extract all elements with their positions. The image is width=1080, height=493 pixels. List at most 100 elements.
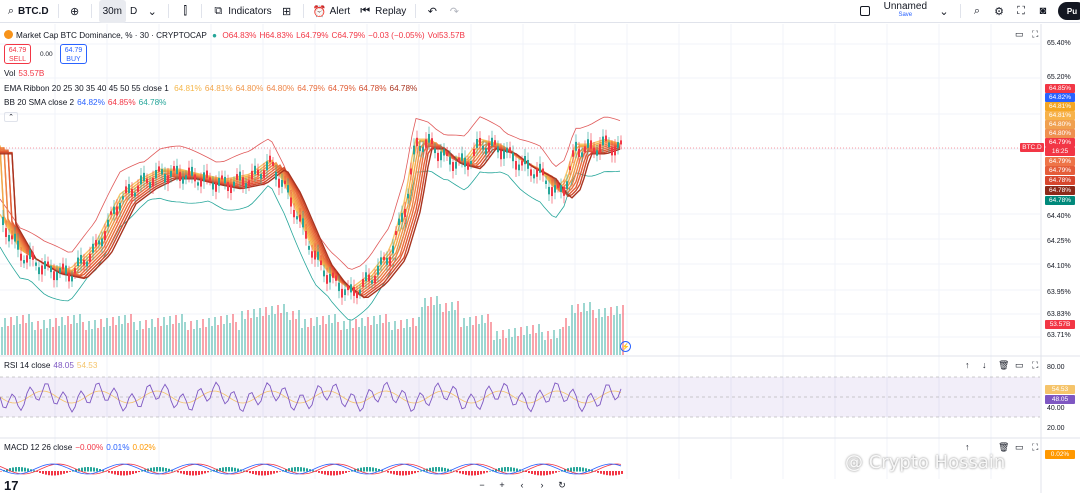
zoom-out-button[interactable]: − bbox=[479, 480, 485, 490]
volume-bar bbox=[262, 316, 264, 355]
reset-chart-button[interactable]: ↻ bbox=[558, 480, 566, 490]
bb-basis: 64.82% bbox=[77, 98, 105, 107]
volume-bar bbox=[241, 311, 243, 355]
layout-name-button[interactable]: Unnamed Save bbox=[878, 2, 933, 20]
volume-bar bbox=[601, 317, 603, 355]
candle-body bbox=[38, 267, 40, 275]
scroll-right-button[interactable]: › bbox=[540, 480, 544, 490]
square-icon bbox=[859, 6, 870, 16]
publish-button[interactable]: Pu bbox=[1058, 2, 1080, 20]
layout-dropdown[interactable]: ⌄ bbox=[933, 0, 955, 23]
alert-button[interactable]: ⏰ Alert bbox=[309, 0, 355, 23]
volume-legend[interactable]: Vol 53.57B bbox=[4, 69, 47, 78]
macd-histogram-bar bbox=[210, 470, 212, 472]
candle-body bbox=[479, 137, 481, 146]
chart-type-button[interactable]: ⫿ bbox=[174, 0, 196, 23]
macd-histogram-bar bbox=[126, 471, 128, 476]
scroll-left-button[interactable]: ‹ bbox=[520, 480, 524, 490]
volume-bar bbox=[181, 314, 183, 355]
watermark: @ Crypto Hossain bbox=[845, 452, 1006, 473]
replay-button[interactable]: ⏮ Replay bbox=[354, 0, 410, 23]
interval-30m[interactable]: 30m bbox=[98, 0, 127, 23]
macd-histogram-bar bbox=[78, 468, 80, 472]
indicators-button[interactable]: ⧉ Indicators bbox=[207, 0, 275, 23]
volume-bar bbox=[28, 314, 30, 355]
interval-d[interactable]: D bbox=[130, 5, 138, 17]
candle-body bbox=[494, 140, 496, 145]
volume-bar bbox=[4, 318, 6, 355]
macd-histogram-bar bbox=[15, 467, 17, 472]
fullscreen-button[interactable]: ⛶ bbox=[1010, 0, 1032, 23]
candle-body bbox=[512, 152, 514, 162]
macd-maximize-button[interactable]: ⛶ bbox=[1032, 442, 1038, 453]
macd-histogram-bar bbox=[366, 467, 368, 472]
volume-bar bbox=[232, 314, 234, 355]
volume-bar bbox=[118, 316, 120, 355]
rsi-move-up-button[interactable]: ↑ bbox=[965, 360, 970, 370]
templates-button[interactable]: ⊞ bbox=[276, 0, 298, 23]
macd-histogram-bar bbox=[387, 471, 389, 473]
chart-canvas[interactable] bbox=[0, 24, 1080, 493]
candle-body bbox=[314, 250, 316, 260]
volume-bar bbox=[439, 304, 441, 355]
macd-restore-button[interactable]: ▭ bbox=[1015, 442, 1024, 453]
macd-histogram-bar bbox=[408, 471, 410, 475]
candle-body bbox=[470, 160, 472, 165]
rsi-move-down-button[interactable]: ↓ bbox=[982, 360, 987, 370]
macd-histogram-bar bbox=[372, 467, 374, 472]
macd-legend[interactable]: MACD 12 26 close −0.00% 0.01% 0.02% bbox=[4, 443, 159, 452]
macd-histogram-bar bbox=[36, 471, 38, 472]
candle-body bbox=[86, 261, 88, 267]
rsi-restore-button[interactable]: ▭ bbox=[1015, 360, 1024, 371]
quick-search-button[interactable]: ⌕ bbox=[966, 0, 988, 23]
candle-body bbox=[464, 157, 466, 167]
candle-body bbox=[173, 166, 175, 171]
candle-body bbox=[344, 289, 346, 296]
compare-button[interactable]: ⊕ bbox=[64, 0, 86, 23]
rsi-axis-label: 20.00 bbox=[1047, 425, 1065, 432]
sell-button[interactable]: 64.79 SELL bbox=[4, 44, 31, 64]
volume-bar bbox=[202, 319, 204, 355]
volume-bar bbox=[286, 312, 288, 355]
interval-dropdown[interactable]: ⌄ bbox=[141, 0, 163, 23]
price-tag: 64.85% bbox=[1045, 84, 1075, 93]
candle-body bbox=[146, 178, 148, 184]
candle-body bbox=[98, 240, 100, 245]
candle-body bbox=[278, 178, 280, 188]
settings-button[interactable]: ⚙ bbox=[988, 0, 1010, 23]
snapshot-button[interactable]: ◙ bbox=[1032, 0, 1054, 23]
volume-bar bbox=[145, 320, 147, 355]
candle-body bbox=[275, 171, 277, 180]
zoom-in-button[interactable]: + bbox=[499, 480, 505, 490]
layout-checkbox[interactable] bbox=[856, 0, 874, 23]
ema-ribbon-legend[interactable]: EMA Ribbon 20 25 30 35 40 45 50 55 close… bbox=[4, 84, 420, 93]
macd-histogram-bar bbox=[381, 469, 383, 472]
dividends-flag-icon[interactable]: ⚡ bbox=[620, 341, 631, 352]
volume-bar bbox=[442, 312, 444, 355]
symbol-price-tag: BTC.D bbox=[1020, 143, 1044, 152]
candle-body bbox=[506, 147, 508, 153]
macd-delete-button[interactable]: 🗑 bbox=[998, 442, 1009, 453]
macd-histogram-bar bbox=[474, 471, 476, 476]
plus-circle-icon: ⊕ bbox=[69, 5, 80, 18]
redo-button[interactable]: ↷ bbox=[443, 0, 465, 23]
rsi-maximize-button[interactable]: ⛶ bbox=[1032, 360, 1038, 371]
candle-body bbox=[521, 160, 523, 166]
maximize-icon: ⛶ bbox=[1032, 360, 1039, 370]
pane-restore-button[interactable]: ▭ bbox=[1015, 29, 1024, 40]
buy-button[interactable]: 64.79 BUY bbox=[60, 44, 87, 64]
volume-bar bbox=[22, 315, 24, 355]
pane-maximize-button[interactable]: ⛶ bbox=[1032, 29, 1038, 40]
undo-button[interactable]: ↶ bbox=[421, 0, 443, 23]
candle-body bbox=[347, 285, 349, 291]
rsi-legend[interactable]: RSI 14 close 48.05 54.53 bbox=[4, 361, 100, 370]
bollinger-legend[interactable]: BB 20 SMA close 2 64.82% 64.85% 64.78% bbox=[4, 98, 169, 107]
symbol-search[interactable]: ⌕ BTC.D bbox=[0, 0, 53, 23]
rsi-delete-button[interactable]: 🗑 bbox=[998, 360, 1009, 371]
candle-body bbox=[416, 137, 418, 147]
macd-move-up-button[interactable]: ↑ bbox=[965, 442, 970, 452]
volume-bar bbox=[421, 307, 423, 355]
candle-body bbox=[215, 182, 217, 192]
candle-body bbox=[212, 182, 214, 190]
legend-collapse-button[interactable]: ⌃ bbox=[4, 112, 18, 122]
